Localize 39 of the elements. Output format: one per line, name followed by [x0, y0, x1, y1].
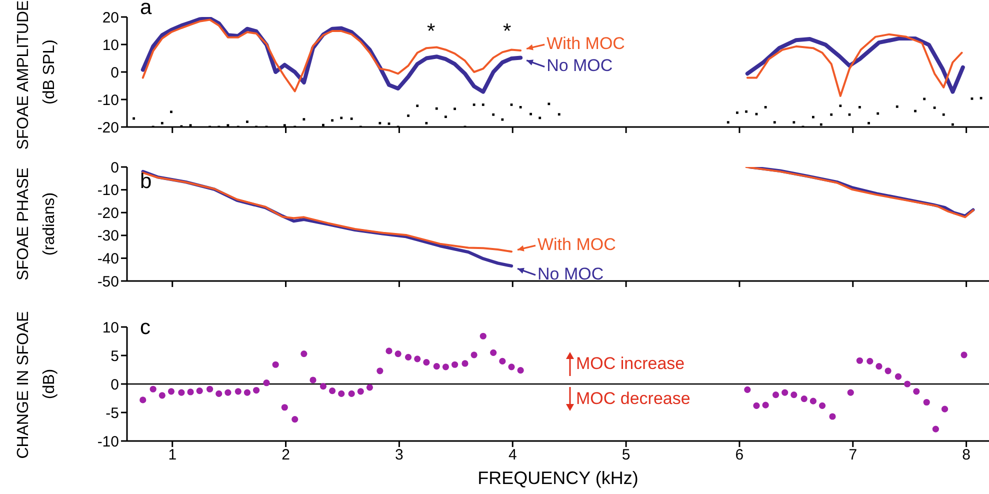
y-tick-label: -40 — [97, 250, 119, 268]
y-tick-label: 20 — [102, 9, 119, 26]
y-tick-label: 10 — [102, 319, 119, 336]
y-tick-label: -20 — [97, 119, 119, 136]
y-tick-label: -20 — [97, 204, 119, 222]
x-axis-title: FREQUENCY (kHz) — [478, 468, 638, 488]
y-tick-label: 0 — [110, 376, 119, 394]
annotation: c — [140, 316, 150, 340]
y-tick-label: -50 — [97, 273, 119, 290]
x-tick-label: 6 — [735, 446, 744, 464]
y-tick-label: -10 — [97, 182, 119, 200]
legend-label: With MOC — [546, 34, 625, 54]
x-tick-label: 5 — [622, 446, 630, 464]
x-tick-label: 1 — [168, 446, 177, 464]
x-tick-label: 3 — [395, 446, 404, 464]
annotation: b — [140, 170, 152, 194]
x-tick-label: 2 — [282, 446, 290, 464]
legend-label: No MOC — [537, 264, 604, 284]
y-tick-label: -10 — [97, 92, 119, 109]
x-tick-label: 8 — [962, 446, 970, 464]
y-tick-label: 5 — [110, 348, 119, 365]
y-tick-label: -5 — [106, 404, 119, 422]
y-axis-title: SFOAE PHASE (radians) — [15, 168, 58, 280]
annotation: MOC increase — [576, 354, 685, 374]
y-axis-title: CHANGE IN SFOAE (dB) — [15, 311, 58, 459]
y-tick-label: 0 — [110, 64, 119, 82]
annotation: MOC decrease — [576, 389, 690, 409]
annotation: * — [503, 20, 512, 44]
y-tick-label: 0 — [110, 159, 119, 176]
y-tick-label: -30 — [97, 228, 119, 245]
x-tick-label: 7 — [848, 446, 858, 464]
annotation: * — [427, 20, 436, 44]
x-tick-label: 4 — [508, 446, 517, 464]
y-tick-label: -10 — [97, 433, 119, 450]
y-axis-title: SFOAE AMPLITUDE (dB SPL) — [15, 0, 58, 150]
legend-label: No MOC — [546, 56, 613, 76]
legend-label: With MOC — [537, 235, 616, 254]
y-tick-label: 10 — [102, 36, 119, 54]
annotation: a — [140, 0, 152, 20]
